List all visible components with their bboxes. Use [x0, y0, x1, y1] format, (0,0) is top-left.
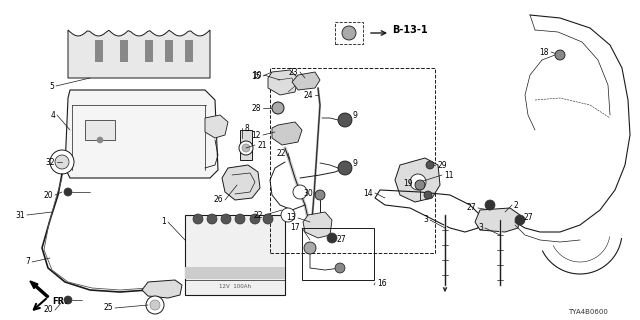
Polygon shape — [268, 70, 298, 95]
Circle shape — [55, 155, 69, 169]
Text: 20: 20 — [44, 190, 53, 199]
Bar — [302, 228, 374, 280]
Text: 32: 32 — [45, 157, 55, 166]
Polygon shape — [475, 208, 520, 232]
Text: 3: 3 — [478, 223, 483, 233]
Circle shape — [424, 191, 432, 199]
Circle shape — [555, 50, 565, 60]
Text: 10: 10 — [252, 70, 262, 79]
Circle shape — [250, 214, 260, 224]
FancyArrow shape — [30, 281, 49, 298]
Circle shape — [150, 300, 160, 310]
Circle shape — [338, 113, 352, 127]
Polygon shape — [68, 30, 210, 78]
Circle shape — [97, 137, 103, 143]
Text: 8: 8 — [244, 124, 249, 132]
Text: 21: 21 — [257, 140, 266, 149]
Text: 27: 27 — [467, 204, 476, 212]
Circle shape — [335, 263, 345, 273]
Circle shape — [281, 208, 295, 222]
Bar — [145, 40, 153, 62]
Circle shape — [146, 296, 164, 314]
Circle shape — [415, 180, 425, 190]
Circle shape — [64, 296, 72, 304]
Text: 17: 17 — [291, 223, 300, 233]
Bar — [185, 267, 285, 279]
Text: B-13-1: B-13-1 — [392, 25, 428, 35]
Circle shape — [50, 150, 74, 174]
Circle shape — [315, 190, 325, 200]
Circle shape — [207, 214, 217, 224]
Circle shape — [410, 174, 426, 190]
Circle shape — [293, 185, 307, 199]
Text: 20: 20 — [44, 306, 53, 315]
Circle shape — [235, 214, 245, 224]
Text: 25: 25 — [104, 303, 113, 313]
Text: 27: 27 — [524, 213, 534, 222]
Circle shape — [426, 161, 434, 169]
Text: 19: 19 — [403, 179, 413, 188]
Bar — [95, 40, 103, 62]
Text: 7: 7 — [25, 258, 30, 267]
Text: 12V  100Ah: 12V 100Ah — [219, 284, 251, 290]
Text: 3: 3 — [423, 215, 428, 225]
Text: 16: 16 — [377, 278, 387, 287]
Text: 11: 11 — [444, 171, 454, 180]
Text: 30: 30 — [303, 188, 313, 197]
Text: 13: 13 — [286, 213, 296, 222]
Polygon shape — [272, 122, 302, 145]
Polygon shape — [142, 280, 182, 298]
Circle shape — [342, 26, 356, 40]
Text: 14: 14 — [364, 188, 373, 197]
Text: 4: 4 — [50, 110, 55, 119]
Circle shape — [64, 188, 72, 196]
Text: 27: 27 — [336, 236, 346, 244]
Circle shape — [263, 214, 273, 224]
Polygon shape — [395, 158, 440, 202]
Circle shape — [242, 144, 250, 152]
Text: 2: 2 — [514, 201, 519, 210]
Text: 5: 5 — [49, 82, 54, 91]
Text: 22: 22 — [253, 211, 263, 220]
Text: 22: 22 — [276, 148, 286, 157]
Bar — [185, 40, 193, 62]
Polygon shape — [65, 90, 218, 178]
Text: 15: 15 — [252, 71, 261, 81]
Polygon shape — [292, 72, 320, 90]
Text: 28: 28 — [252, 103, 261, 113]
Text: 18: 18 — [540, 47, 549, 57]
Circle shape — [221, 214, 231, 224]
Polygon shape — [303, 212, 332, 238]
Text: 12: 12 — [252, 131, 261, 140]
Circle shape — [515, 215, 525, 225]
Text: 1: 1 — [161, 218, 166, 227]
Circle shape — [485, 200, 495, 210]
Circle shape — [272, 102, 284, 114]
Text: 24: 24 — [303, 91, 313, 100]
Bar — [120, 40, 128, 62]
Text: 26: 26 — [213, 196, 223, 204]
Text: 9: 9 — [352, 110, 357, 119]
Text: 29: 29 — [437, 161, 447, 170]
Bar — [240, 130, 252, 160]
Polygon shape — [222, 165, 260, 200]
Circle shape — [327, 233, 337, 243]
Text: 31: 31 — [15, 211, 25, 220]
Circle shape — [304, 242, 316, 254]
Bar — [185, 215, 285, 295]
Bar — [335, 22, 363, 44]
Polygon shape — [205, 115, 228, 138]
Bar — [85, 120, 115, 140]
Circle shape — [338, 161, 352, 175]
Bar — [165, 40, 173, 62]
Circle shape — [239, 141, 253, 155]
Text: TYA4B0600: TYA4B0600 — [568, 309, 608, 315]
Bar — [270, 68, 435, 253]
Circle shape — [193, 214, 203, 224]
Text: FR.: FR. — [52, 298, 67, 307]
Text: 9: 9 — [352, 158, 357, 167]
Text: 23: 23 — [289, 68, 298, 76]
